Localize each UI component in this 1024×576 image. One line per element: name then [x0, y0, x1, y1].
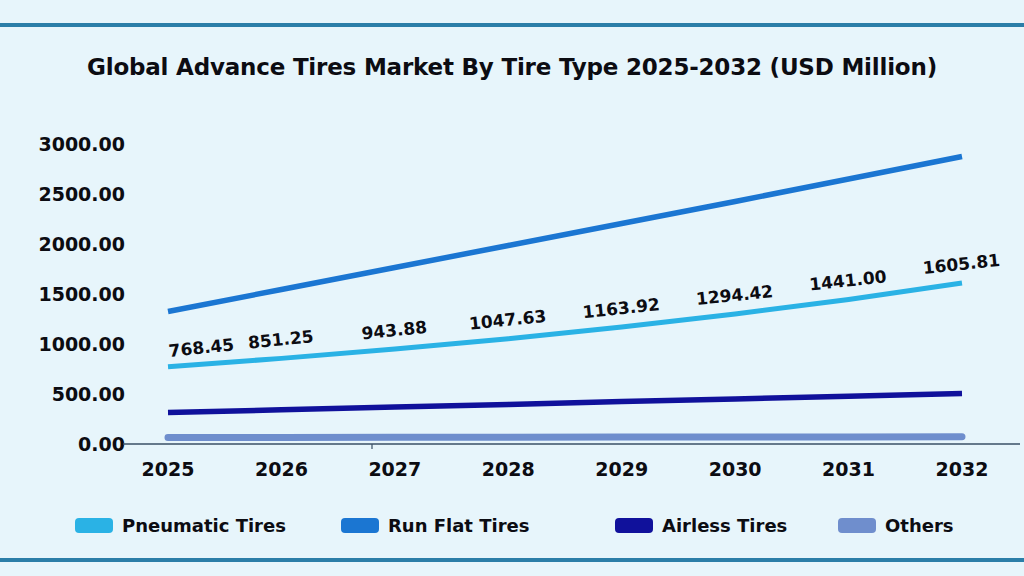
chart-canvas: 768.45 851.25 943.88 1047.63 1163.92 1294.42 1… — [0, 0, 1024, 576]
data-label: 943.88 — [361, 317, 428, 344]
data-label: 851.25 — [247, 326, 314, 353]
data-label: 1294.42 — [695, 281, 774, 309]
series-line-airless-tires — [168, 394, 962, 413]
legend-label: Run Flat Tires — [388, 515, 530, 536]
data-label: 1047.63 — [468, 306, 547, 334]
legend-label: Others — [885, 515, 954, 536]
series-line-pneumatic-tires — [168, 283, 962, 367]
legend-swatch-airless-tires — [615, 518, 653, 533]
data-label: 768.45 — [168, 334, 235, 361]
legend-item-airless-tires: Airless Tires — [615, 514, 787, 536]
data-label: 1605.81 — [922, 250, 1001, 278]
legend-label: Airless Tires — [662, 515, 787, 536]
chart-page: Global Advance Tires Market By Tire Type… — [0, 0, 1024, 576]
data-label: 1163.92 — [582, 294, 661, 322]
legend-swatch-others — [838, 518, 876, 533]
legend-item-others: Others — [838, 514, 954, 536]
legend-swatch-run-flat-tires — [341, 518, 379, 533]
series-line-others — [168, 437, 962, 438]
data-label: 1441.00 — [808, 266, 887, 294]
legend-swatch-pneumatic-tires — [75, 518, 113, 533]
legend-item-pneumatic-tires: Pneumatic Tires — [75, 514, 286, 536]
legend-item-run-flat-tires: Run Flat Tires — [341, 514, 530, 536]
legend-label: Pneumatic Tires — [122, 515, 286, 536]
